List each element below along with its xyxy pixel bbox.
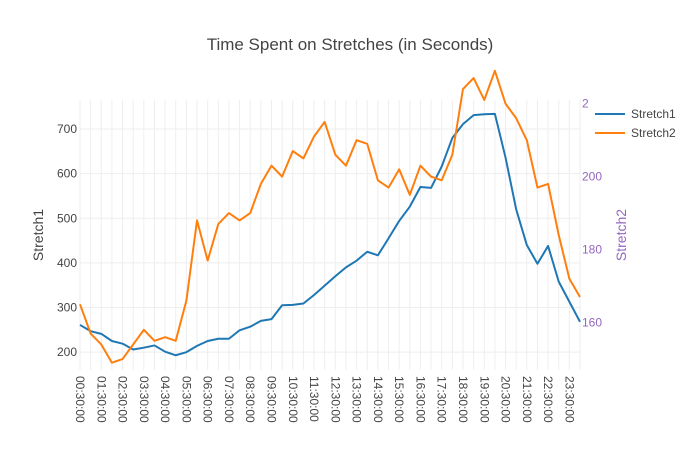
series-line-stretch2 (79, 69, 581, 364)
chart-title: Time Spent on Stretches (in Seconds) (207, 35, 494, 54)
left-axis-label: Stretch1 (30, 209, 46, 261)
x-tick-label: 01:30:00 (94, 376, 108, 423)
x-tick-label: 16:30:00 (413, 376, 427, 423)
legend[interactable]: Stretch1 Stretch2 (595, 107, 676, 140)
legend-item-stretch2[interactable]: Stretch2 (595, 126, 676, 140)
legend-label-stretch1: Stretch1 (631, 107, 676, 121)
x-tick-label: 21:30:00 (520, 376, 534, 423)
right-tick-label: 200 (582, 170, 602, 184)
x-axis-ticks: 00:30:00 01:30:00 02:30:00 03:30:00 04:30:00… (73, 376, 576, 423)
x-tick-label: 03:30:00 (137, 376, 151, 423)
x-tick-label: 02:30:00 (116, 376, 130, 423)
x-tick-label: 12:30:00 (328, 376, 342, 423)
x-tick-label: 20:30:00 (499, 376, 513, 423)
x-tick-label: 15:30:00 (392, 376, 406, 423)
left-tick-label: 500 (57, 211, 77, 225)
x-tick-label: 19:30:00 (477, 376, 491, 423)
series-line-stretch1 (79, 112, 581, 357)
x-tick-label: 10:30:00 (286, 376, 300, 423)
x-tick-label: 17:30:00 (435, 376, 449, 423)
x-tick-label: 07:30:00 (222, 376, 236, 423)
left-tick-label: 600 (57, 167, 77, 181)
x-tick-label: 06:30:00 (201, 376, 215, 423)
right-axis-ticks: 160 180 200 2 (582, 97, 602, 330)
left-tick-label: 400 (57, 256, 77, 270)
gridlines (79, 100, 581, 370)
legend-item-stretch1[interactable]: Stretch1 (595, 107, 676, 121)
x-tick-label: 22:30:00 (541, 376, 555, 423)
right-tick-label: 180 (582, 243, 602, 257)
x-tick-label: 09:30:00 (264, 376, 278, 423)
left-tick-label: 700 (57, 122, 77, 136)
legend-label-stretch2: Stretch2 (631, 126, 676, 140)
right-tick-label: 160 (582, 316, 602, 330)
x-tick-label: 18:30:00 (456, 376, 470, 423)
x-tick-label: 08:30:00 (243, 376, 257, 423)
x-tick-label: 00:30:00 (73, 376, 87, 423)
right-tick-label: 2 (582, 97, 589, 111)
x-tick-label: 14:30:00 (371, 376, 385, 423)
x-tick-label: 23:30:00 (562, 376, 576, 423)
left-tick-label: 300 (57, 301, 77, 315)
x-tick-label: 13:30:00 (350, 376, 364, 423)
x-tick-label: 04:30:00 (158, 376, 172, 423)
x-tick-label: 11:30:00 (307, 376, 321, 422)
right-axis-label: Stretch2 (613, 209, 629, 261)
x-tick-label: 05:30:00 (179, 376, 193, 423)
left-tick-label: 200 (57, 345, 77, 359)
left-axis-ticks: 200 300 400 500 600 700 (57, 122, 77, 359)
series-lines (79, 69, 581, 364)
